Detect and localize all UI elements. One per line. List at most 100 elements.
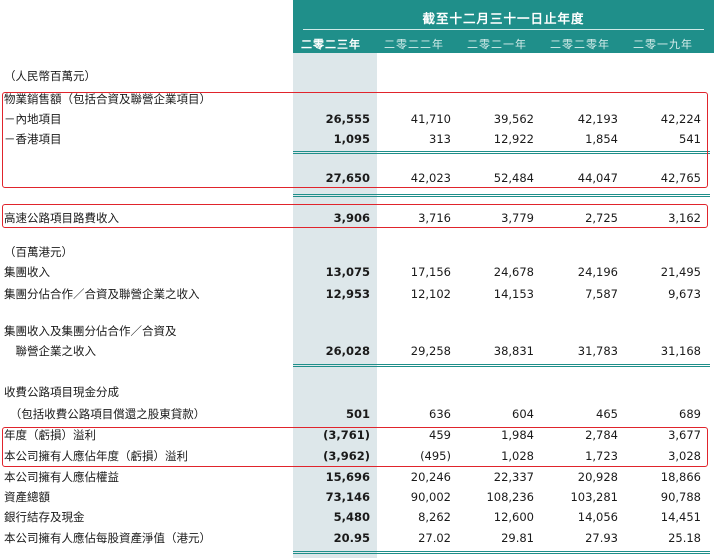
table-cell: 22,337 bbox=[493, 470, 534, 484]
table-cell: 2,725 bbox=[585, 211, 618, 225]
highlight-box-profit bbox=[2, 427, 708, 467]
table-cell: 20.95 bbox=[333, 531, 370, 545]
table-cell: 18,866 bbox=[660, 470, 701, 484]
year-2021: 二零二一年 bbox=[467, 38, 527, 51]
table-cell: 3,677 bbox=[668, 428, 701, 442]
table-cell: 42,193 bbox=[577, 112, 618, 126]
table-cell: 42,765 bbox=[660, 171, 701, 185]
table-cell: 14,451 bbox=[660, 510, 701, 524]
table-cell: 17,156 bbox=[410, 265, 451, 279]
row-label: 本公司擁有人應佔年度（虧損）溢利 bbox=[4, 449, 188, 463]
table-cell: 27.93 bbox=[585, 531, 618, 545]
row-label: 本公司擁有人應佔權益 bbox=[4, 470, 119, 484]
row-label: 集團收入 bbox=[4, 265, 50, 279]
table-cell: 12,102 bbox=[410, 287, 451, 301]
table-cell: 1,028 bbox=[501, 449, 534, 463]
table-cell: 13,075 bbox=[325, 265, 370, 279]
highlight-box-toll-revenue bbox=[2, 204, 708, 228]
table-cell: 44,047 bbox=[577, 171, 618, 185]
table-cell: 31,783 bbox=[577, 344, 618, 358]
table-cell: 3,716 bbox=[418, 211, 451, 225]
subtotal-rule bbox=[293, 151, 710, 152]
subtotal-rule bbox=[293, 153, 710, 154]
table-cell: 20,246 bbox=[410, 470, 451, 484]
table-cell: 689 bbox=[679, 407, 701, 421]
table-cell: 27,650 bbox=[325, 171, 370, 185]
table-cell: 26,028 bbox=[325, 344, 370, 358]
table-cell: 3,779 bbox=[501, 211, 534, 225]
row-label: 銀行結存及現金 bbox=[4, 510, 85, 524]
table-cell: 1,984 bbox=[501, 428, 534, 442]
table-cell: 1,854 bbox=[585, 132, 618, 146]
row-label: －內地項目 bbox=[4, 112, 62, 126]
table-cell: 501 bbox=[345, 407, 370, 421]
table-cell: 108,236 bbox=[486, 490, 534, 504]
table-cell: 39,562 bbox=[493, 112, 534, 126]
bottom-rule bbox=[293, 553, 710, 554]
table-cell: (3,761) bbox=[323, 428, 370, 442]
table-cell: (495) bbox=[420, 449, 451, 463]
table-cell: 42,224 bbox=[660, 112, 701, 126]
table-cell: 103,281 bbox=[570, 490, 618, 504]
row-label: 物業銷售額（包括合資及聯營企業項目） bbox=[4, 92, 211, 106]
row-label: 集團收入及集團分佔合作／合資及 bbox=[4, 324, 177, 338]
current-year-column-shade bbox=[293, 53, 377, 558]
table-cell: 31,168 bbox=[660, 344, 701, 358]
table-cell: 12,600 bbox=[493, 510, 534, 524]
table-cell: 12,953 bbox=[325, 287, 370, 301]
row-label: 高速公路項目路費收入 bbox=[4, 211, 119, 225]
table-cell: 14,056 bbox=[577, 510, 618, 524]
row-label: 收費公路項目現金分成 bbox=[4, 385, 119, 399]
table-cell: 636 bbox=[429, 407, 451, 421]
row-label: 年度（虧損）溢利 bbox=[4, 428, 96, 442]
total-rule bbox=[293, 194, 710, 195]
row-label: －香港項目 bbox=[4, 132, 62, 146]
table-cell: 14,153 bbox=[493, 287, 534, 301]
section-rule bbox=[293, 364, 710, 365]
table-header: 截至十二月三十一日止年度 bbox=[293, 0, 714, 53]
table-cell: 24,196 bbox=[577, 265, 618, 279]
table-cell: 313 bbox=[429, 132, 451, 146]
table-cell: 25.18 bbox=[668, 531, 701, 545]
section-rule bbox=[293, 366, 710, 367]
table-cell: 41,710 bbox=[410, 112, 451, 126]
header-divider bbox=[303, 29, 704, 30]
table-cell: 29,258 bbox=[410, 344, 451, 358]
bottom-rule bbox=[293, 551, 710, 552]
year-2020: 二零二零年 bbox=[550, 38, 610, 51]
table-cell: 73,146 bbox=[325, 490, 370, 504]
header-title: 截至十二月三十一日止年度 bbox=[422, 11, 585, 26]
year-2022: 二零二二年 bbox=[384, 38, 444, 51]
table-cell: 541 bbox=[679, 132, 701, 146]
table-cell: 20,928 bbox=[577, 470, 618, 484]
table-cell: 1,723 bbox=[585, 449, 618, 463]
table-cell: (3,962) bbox=[323, 449, 370, 463]
table-cell: 42,023 bbox=[410, 171, 451, 185]
row-label: 資產總額 bbox=[4, 490, 50, 504]
row-label: 集團分佔合作／合資及聯營企業之收入 bbox=[4, 287, 200, 301]
table-cell: 15,696 bbox=[325, 470, 370, 484]
table-cell: 29.81 bbox=[501, 531, 534, 545]
year-2023: 二零二三年 bbox=[301, 38, 361, 51]
table-cell: 1,095 bbox=[333, 132, 370, 146]
table-cell: 5,480 bbox=[333, 510, 370, 524]
table-cell: 24,678 bbox=[493, 265, 534, 279]
table-cell: 38,831 bbox=[493, 344, 534, 358]
row-label: 聯營企業之收入 bbox=[4, 344, 96, 358]
table-cell: 27.02 bbox=[418, 531, 451, 545]
table-cell: 8,262 bbox=[418, 510, 451, 524]
table-cell: 465 bbox=[596, 407, 618, 421]
table-cell: 90,002 bbox=[410, 490, 451, 504]
table-cell: 3,162 bbox=[668, 211, 701, 225]
table-cell: 52,484 bbox=[493, 171, 534, 185]
table-cell: 9,673 bbox=[668, 287, 701, 301]
table-cell: 604 bbox=[512, 407, 534, 421]
table-cell: 12,922 bbox=[493, 132, 534, 146]
highlight-box-property-sales bbox=[2, 92, 708, 188]
table-cell: 90,788 bbox=[660, 490, 701, 504]
total-rule bbox=[293, 196, 710, 197]
table-cell: 3,906 bbox=[333, 211, 370, 225]
table-cell: 3,028 bbox=[668, 449, 701, 463]
row-label: （包括收費公路項目償還之股東貸款） bbox=[4, 407, 206, 421]
row-label: （百萬港元） bbox=[4, 245, 73, 259]
